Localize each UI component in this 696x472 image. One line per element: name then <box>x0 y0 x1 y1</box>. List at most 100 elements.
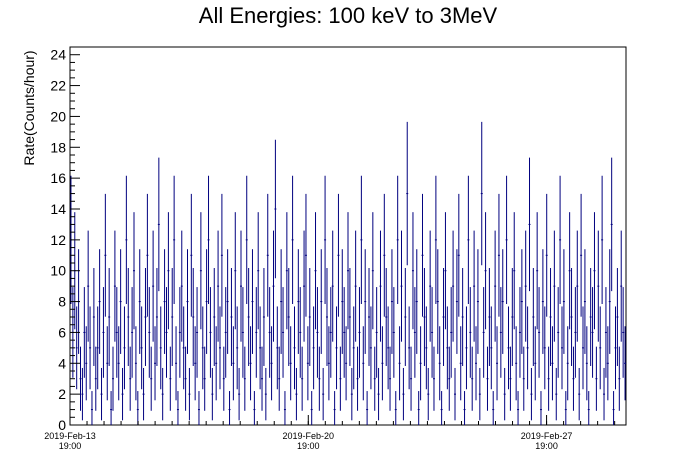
data-point <box>398 326 401 401</box>
data-point <box>232 326 235 401</box>
data-point <box>295 367 298 421</box>
data-point <box>129 346 132 411</box>
data-point <box>152 230 155 342</box>
data-point <box>511 268 514 366</box>
data-point <box>83 287 86 378</box>
data-point <box>341 249 344 354</box>
data-point <box>362 326 365 401</box>
data-point <box>400 230 403 342</box>
data-point <box>90 391 93 425</box>
data-point <box>576 230 579 342</box>
data-point <box>182 306 185 390</box>
data-point <box>614 306 617 390</box>
data-point <box>159 306 162 390</box>
data-point <box>178 287 181 378</box>
data-point <box>333 391 336 425</box>
data-point <box>547 346 550 411</box>
data-point <box>452 230 455 342</box>
data-point <box>85 326 88 401</box>
data-point <box>133 212 136 330</box>
data-point <box>131 287 134 378</box>
data-point <box>146 193 149 317</box>
data-point <box>606 326 609 401</box>
data-point <box>587 391 590 425</box>
y-tick-label: 16 <box>50 170 66 186</box>
data-point <box>352 306 355 390</box>
data-point <box>610 157 613 292</box>
data-point <box>196 287 199 378</box>
data-point <box>564 391 567 425</box>
data-point <box>541 249 544 354</box>
data-point <box>201 306 204 390</box>
data-point <box>169 346 172 411</box>
data-point <box>240 230 243 342</box>
data-point <box>75 306 78 390</box>
data-point <box>421 193 424 317</box>
data-point <box>81 367 84 421</box>
data-point <box>205 249 208 354</box>
x-tick-time-label: 19:00 <box>59 441 82 451</box>
data-point <box>496 326 499 401</box>
data-point <box>515 326 518 401</box>
data-point <box>553 230 556 342</box>
data-point <box>499 287 502 378</box>
y-tick-label: 18 <box>50 139 66 155</box>
data-point <box>343 287 346 378</box>
data-point <box>306 326 309 401</box>
data-point <box>461 268 464 366</box>
data-point <box>266 193 269 317</box>
data-point <box>297 249 300 354</box>
y-tick-label: 12 <box>50 232 66 248</box>
data-point <box>335 306 338 390</box>
data-point <box>536 212 539 330</box>
data-point <box>303 230 306 342</box>
data-point <box>484 212 487 330</box>
data-point <box>272 230 275 342</box>
data-point <box>492 391 495 425</box>
data-point <box>419 326 422 401</box>
data-point <box>562 249 565 354</box>
data-point <box>366 391 369 425</box>
data-point <box>218 306 221 390</box>
data-point <box>291 175 294 304</box>
data-point <box>538 287 541 378</box>
data-point <box>478 367 481 421</box>
data-point <box>190 193 193 317</box>
data-point <box>245 175 248 304</box>
data-point <box>238 367 241 421</box>
data-point <box>543 306 546 390</box>
data-point <box>450 287 453 378</box>
data-point <box>259 306 262 390</box>
data-point <box>534 326 537 401</box>
data-point <box>171 268 174 366</box>
data-point <box>507 306 510 390</box>
data-point <box>308 268 311 366</box>
data-point <box>593 212 596 330</box>
data-point <box>423 268 426 366</box>
data-point <box>209 287 212 378</box>
data-point <box>318 346 321 411</box>
y-tick-label: 0 <box>58 417 66 433</box>
data-point <box>368 268 371 366</box>
data-point <box>555 367 558 421</box>
data-point <box>331 230 334 342</box>
data-point <box>457 193 460 317</box>
data-point <box>518 287 521 378</box>
data-point <box>136 391 139 425</box>
data-point <box>324 175 327 304</box>
data-point <box>217 230 220 342</box>
data-point <box>568 212 571 330</box>
data-point <box>413 287 416 378</box>
data-point <box>373 346 376 411</box>
data-point <box>417 391 420 425</box>
data-point <box>622 287 625 378</box>
data-point <box>176 391 179 425</box>
data-point <box>94 346 97 411</box>
data-point <box>264 367 267 421</box>
data-point <box>364 249 367 354</box>
data-point <box>199 212 202 330</box>
data-point <box>96 306 99 390</box>
data-point <box>486 346 489 411</box>
data-point <box>125 175 128 304</box>
y-tick-label: 20 <box>50 108 66 124</box>
